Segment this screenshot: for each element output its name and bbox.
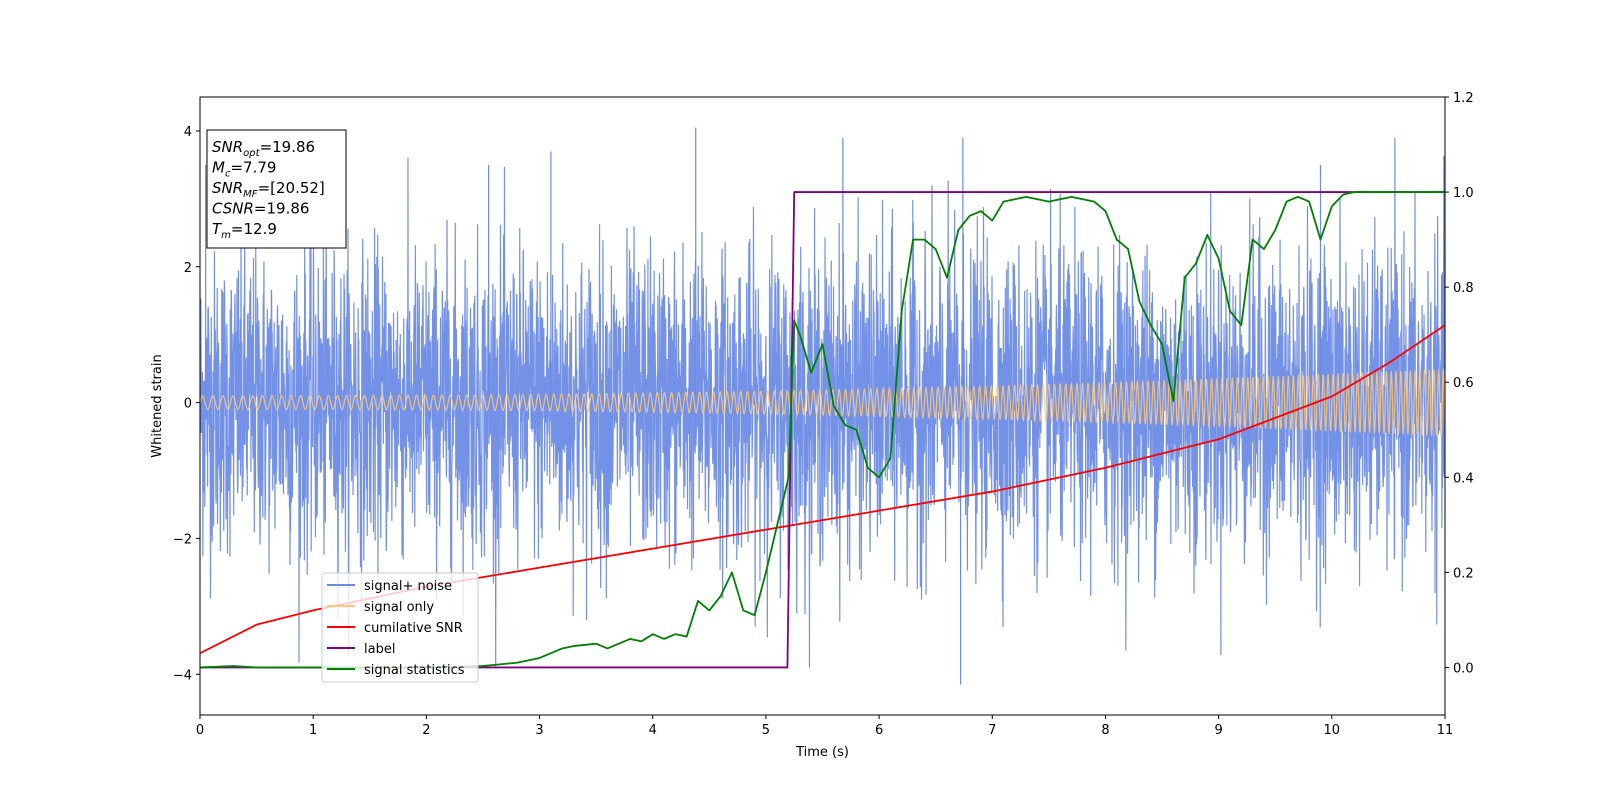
legend-label: signal only	[364, 600, 434, 615]
y2-tick-label: 1.0	[1453, 186, 1474, 201]
y-tick-label: −2	[173, 532, 192, 547]
info-box: SNRopt=19.86Mc=7.79SNRMF=[20.52]CSNR=19.…	[206, 129, 347, 249]
x-tick-label: 9	[1214, 723, 1222, 738]
y-tick-label: −4	[173, 668, 192, 683]
legend-label: signal+ noise	[364, 579, 452, 594]
info-line: SNRopt=19.86	[212, 138, 315, 159]
y-axis-label: Whitened strain	[150, 354, 165, 457]
info-line: Tm=12.9	[212, 220, 277, 241]
info-lines: SNRopt=19.86Mc=7.79SNRMF=[20.52]CSNR=19.…	[212, 138, 325, 241]
legend-frame	[321, 572, 479, 683]
x-tick-label: 10	[1324, 723, 1341, 738]
plot-frame	[199, 96, 1446, 716]
y2-tick-label: 0.2	[1453, 566, 1474, 581]
info-box-frame	[206, 129, 347, 249]
legend-label: cumilative SNR	[364, 621, 463, 636]
series-signal-noise	[200, 137, 1445, 668]
y-tick-label: 0	[184, 397, 192, 412]
legend-label: label	[364, 642, 395, 657]
series-signal-statistics	[200, 191, 1445, 669]
legend-label: signal statistics	[364, 663, 465, 678]
axes-layer: 0 1 2 3 4 5 6 7 8 9 10 11 4 2 0 −2 −4 1.2 1.0 0.8 0.6 0.4 0.2 0…	[173, 91, 1474, 738]
legend: signal+ noise signal only cumilative SNR la…	[321, 572, 479, 683]
y-tick-label: 4	[184, 125, 192, 140]
x-tick-label: 4	[649, 723, 657, 738]
x-axis-label: Time (s)	[795, 745, 849, 760]
y2-tick-label: 1.2	[1453, 91, 1474, 106]
y2-tick-label: 0.6	[1453, 376, 1474, 391]
y-tick-label: 2	[184, 261, 192, 276]
x-tick-label: 3	[535, 723, 543, 738]
legend-items: signal+ noise signal only cumilative SNR la…	[327, 579, 465, 678]
series-signal-only	[200, 368, 1445, 437]
y2-tick-label: 0.4	[1453, 471, 1474, 486]
x-tick-label: 8	[1101, 723, 1109, 738]
info-line: SNRMF=[20.52]	[212, 179, 325, 200]
info-line: Mc=7.79	[212, 159, 276, 180]
y2-tick-label: 0.0	[1453, 661, 1474, 676]
x-tick-label: 6	[875, 723, 883, 738]
x-tick-label: 11	[1437, 723, 1454, 738]
y2-tick-label: 0.8	[1453, 281, 1474, 296]
x-tick-label: 7	[988, 723, 996, 738]
x-tick-label: 2	[422, 723, 430, 738]
x-tick-label: 5	[762, 723, 770, 738]
info-line: CSNR=19.86	[212, 200, 309, 218]
x-tick-label: 1	[309, 723, 317, 738]
x-tick-label: 0	[196, 723, 204, 738]
